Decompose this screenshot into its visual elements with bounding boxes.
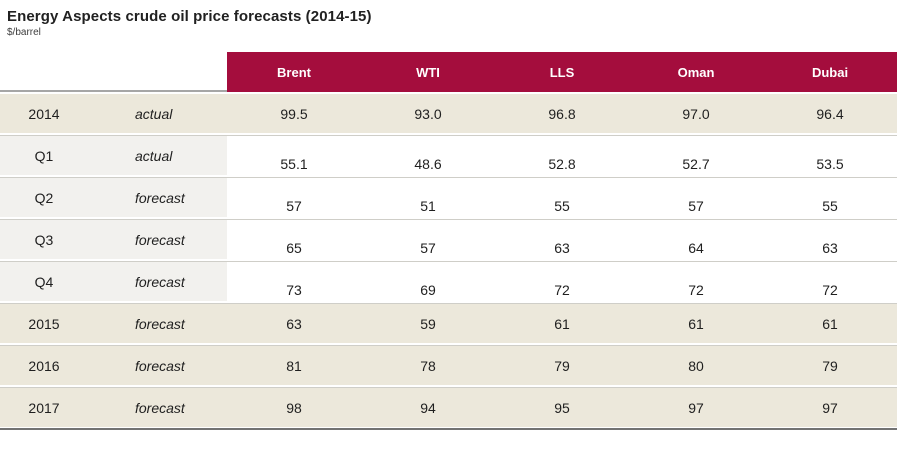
row-type-label: forecast [135,315,185,332]
value-cell: 80 [688,357,704,374]
value-cell: 94 [420,399,436,416]
value-cell: 63 [286,315,302,332]
value-cell: 99.5 [280,105,308,122]
value-cell: 95 [554,399,570,416]
row-type-label: actual [135,105,173,122]
row-type-label: actual [88,136,227,175]
column-header-dubai: Dubai [763,52,897,92]
value-cell: 72 [629,262,763,301]
value-cell: 61 [554,315,570,332]
value-cell: 65 [227,220,361,259]
row-type-label: forecast [135,399,185,416]
value-cell: 52.8 [495,136,629,175]
value-cell: 57 [227,178,361,217]
table-row: 2017 forecast 98 94 95 97 97 [0,387,897,427]
value-cell: 61 [688,315,704,332]
period-label: 2015 [28,315,60,332]
period-label: Q1 [0,136,88,175]
value-cell: 57 [361,220,495,259]
table-row: Q1 actual 55.1 48.6 52.8 52.7 53.5 [0,135,897,175]
column-header-brent: Brent [227,52,361,92]
row-type-label: forecast [88,178,227,217]
units-label: $/barrel [7,27,41,38]
value-cell: 96.8 [548,105,576,122]
value-cell: 97 [688,399,704,416]
value-cell: 63 [495,220,629,259]
column-header-oman: Oman [629,52,763,92]
value-cell: 55.1 [227,136,361,175]
value-cell: 73 [227,262,361,301]
forecast-table: Brent WTI LLS Oman Dubai 2014 actual 99.5 93.0 9… [0,52,897,430]
period-label: 2014 [28,105,60,122]
value-cell: 64 [629,220,763,259]
table-row: 2014 actual 99.5 93.0 96.8 97.0 96.4 [0,94,897,133]
row-type-label: forecast [135,357,185,374]
value-cell: 78 [420,357,436,374]
value-cell: 96.4 [816,105,844,122]
value-cell: 59 [420,315,436,332]
table-row: 2015 forecast 63 59 61 61 61 [0,303,897,343]
value-cell: 48.6 [361,136,495,175]
period-label: 2016 [28,357,60,374]
table-row: Q4 forecast 73 69 72 72 72 [0,261,897,301]
page-title: Energy Aspects crude oil price forecasts… [7,8,372,25]
column-header-lls: LLS [495,52,629,92]
period-label: Q4 [0,262,88,301]
column-header-wti: WTI [361,52,495,92]
row-type-label: forecast [88,220,227,259]
value-cell: 72 [763,262,897,301]
value-cell: 81 [286,357,302,374]
row-type-label: forecast [88,262,227,301]
period-label: Q3 [0,220,88,259]
table-row: Q2 forecast 57 51 55 57 55 [0,177,897,217]
table-header-row: Brent WTI LLS Oman Dubai [0,52,897,92]
value-cell: 93.0 [414,105,442,122]
table-body: 2014 actual 99.5 93.0 96.8 97.0 96.4 Q1 actual 55… [0,94,897,427]
value-cell: 53.5 [763,136,897,175]
period-label: Q2 [0,178,88,217]
value-cell: 52.7 [629,136,763,175]
page: Energy Aspects crude oil price forecasts… [0,8,916,449]
value-cell: 55 [763,178,897,217]
value-cell: 97 [822,399,838,416]
table-row: Q3 forecast 65 57 63 64 63 [0,219,897,259]
table-row: 2016 forecast 81 78 79 80 79 [0,345,897,385]
value-cell: 57 [629,178,763,217]
value-cell: 97.0 [682,105,710,122]
value-cell: 55 [495,178,629,217]
value-cell: 61 [822,315,838,332]
value-cell: 69 [361,262,495,301]
value-cell: 51 [361,178,495,217]
value-cell: 98 [286,399,302,416]
period-label: 2017 [28,399,60,416]
header-spacer [0,52,227,92]
value-cell: 79 [554,357,570,374]
value-cell: 63 [763,220,897,259]
value-cell: 72 [495,262,629,301]
value-cell: 79 [822,357,838,374]
